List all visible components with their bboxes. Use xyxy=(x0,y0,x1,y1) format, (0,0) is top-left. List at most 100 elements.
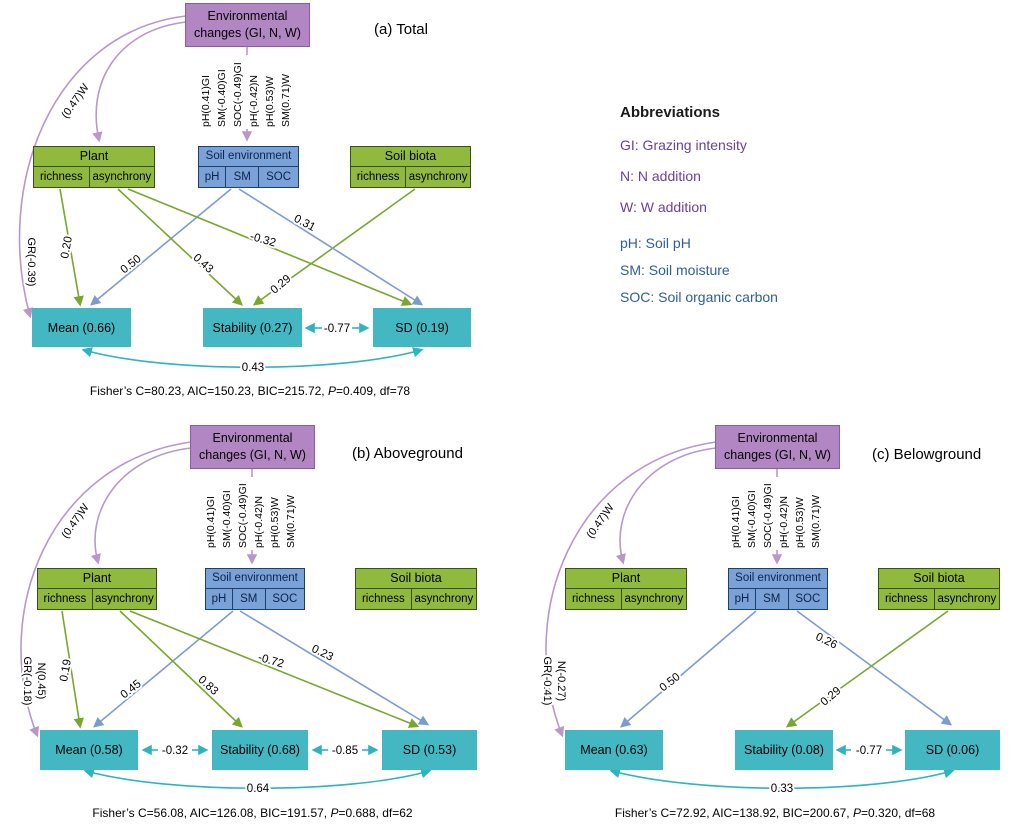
biota-asynchrony-cell: asynchrony xyxy=(933,589,999,610)
fit-statistics: Fisher’s C=56.08, AIC=126.08, BIC=191.57… xyxy=(30,806,475,820)
coef-soil-sd: 0.26 xyxy=(814,631,839,652)
env-plant-coef: (0.47)W xyxy=(59,81,92,120)
coef-biota-stability: 0.29 xyxy=(269,273,294,297)
arrow-richness-to-mean xyxy=(59,188,84,307)
arrow-soil-to-sd xyxy=(239,610,430,726)
env-plant-coef: (0.47)W xyxy=(59,501,92,540)
env-soil-path-label: pH(0.41)GI xyxy=(205,496,217,548)
env-soil-path-label: pH(-0.42)N xyxy=(778,496,790,548)
panel-title: (a) Total xyxy=(374,21,428,38)
soil-soc-cell: SOC xyxy=(787,589,827,610)
abbr-ph: pH: Soil pH xyxy=(620,235,691,251)
arrow-soil-to-sd xyxy=(796,610,953,726)
stability-box: Stability (0.08) xyxy=(735,730,833,770)
soil-environment-box: Soil environment pH SM SOC xyxy=(205,568,305,610)
coef-asynchrony-sd: -0.32 xyxy=(249,231,278,250)
env-soil-path-label: pH(-0.42)N xyxy=(248,75,260,127)
soil-ph-cell: pH xyxy=(734,593,750,605)
soil-environment-title: Soil environment xyxy=(206,569,304,589)
abbr-n: N: N addition xyxy=(620,168,701,184)
soil-biota-box: Soil biota richness asynchrony xyxy=(350,146,471,188)
plant-richness-cell: richness xyxy=(571,593,615,605)
env-soil-path-label: SM(-0.40)GI xyxy=(216,69,228,127)
sd-box: SD (0.53) xyxy=(382,730,477,770)
arrow-env-to-mean xyxy=(20,441,192,738)
biota-richness-cell: richness xyxy=(884,593,928,605)
abbr-soc: SOC: Soil organic carbon xyxy=(620,289,778,305)
biota-asynchrony-cell: asynchrony xyxy=(405,167,470,188)
fit-statistics: Fisher’s C=72.92, AIC=138.92, BIC=200.67… xyxy=(550,806,1000,820)
soil-environment-title: Soil environment xyxy=(199,147,298,167)
coef-stability-sd: -0.77 xyxy=(856,745,882,757)
env-soil-path-label: pH(0.53)W xyxy=(794,497,806,548)
abbr-w: W: W addition xyxy=(620,199,707,215)
arrow-asynchrony-to-sd xyxy=(127,188,413,306)
arrow-soil-to-sd xyxy=(238,188,424,306)
soil-sm-cell: SM xyxy=(231,589,265,610)
soil-sm-cell: SM xyxy=(754,589,788,610)
arrow-soil-to-mean xyxy=(89,188,232,306)
abbr-sm: SM: Soil moisture xyxy=(620,262,730,278)
fit-statistics-text: Fisher’s C=72.92, AIC=138.92, BIC=200.67… xyxy=(614,806,853,820)
coef-mean-sd: 0.43 xyxy=(242,362,264,374)
coef-mean-stability: -0.32 xyxy=(162,745,188,757)
plant-richness-cell: richness xyxy=(39,171,83,183)
env-mean-coef-line2: GR(-0.18) xyxy=(21,657,33,706)
env-mean-coef-line1: N(0.45) xyxy=(35,663,47,700)
coef-soil-mean: 0.50 xyxy=(658,671,683,694)
env-mean-coef-line2: GR(-0.41) xyxy=(541,657,553,706)
coef-mean-sd: 0.64 xyxy=(247,783,270,795)
arrow-env-to-plant xyxy=(615,447,717,565)
panel-total: pH(0.41)GI SM(-0.40)GI SOC(-0.49)GI pH(-… xyxy=(0,0,505,400)
plant-box: Plant richness asynchrony xyxy=(565,568,687,610)
arrow-biota-to-stability xyxy=(785,610,949,728)
arrow-env-to-mean xyxy=(545,441,717,738)
env-plant-coef: (0.47)W xyxy=(584,501,617,540)
soil-biota-title: Soil biota xyxy=(351,147,470,167)
fit-statistics-tail: =0.688, df=62 xyxy=(338,806,413,820)
fit-statistics-tail: =0.409, df=78 xyxy=(335,384,411,398)
abbr-gi: GI: Grazing intensity xyxy=(620,137,747,153)
fit-statistics-text: Fisher’s C=80.23, AIC=150.23, BIC=215.72… xyxy=(89,384,328,398)
mean-box: Mean (0.63) xyxy=(565,730,663,770)
panel-title: (c) Belowground xyxy=(872,446,982,463)
arrow-env-to-mean xyxy=(18,15,187,319)
fit-statistics-text: Fisher’s C=56.08, AIC=126.08, BIC=191.57… xyxy=(92,806,331,820)
arrow-env-to-plant xyxy=(90,447,192,565)
abbreviations-title: Abbreviations xyxy=(620,104,721,121)
coef-soil-mean: 0.45 xyxy=(119,678,144,701)
env-changes-line1: Environmental xyxy=(737,431,818,446)
coef-richness-mean: 0.19 xyxy=(58,658,74,682)
soil-environment-box: Soil environment pH SM SOC xyxy=(198,146,299,188)
plant-box-title: Plant xyxy=(566,569,686,589)
plant-box-title: Plant xyxy=(38,569,156,589)
soil-ph-cell: pH xyxy=(211,593,227,605)
env-changes-line2: changes (GI, N, W) xyxy=(194,26,301,40)
panel-total-arrows: pH(0.41)GI SM(-0.40)GI SOC(-0.49)GI pH(-… xyxy=(18,15,424,376)
env-soil-path-label: pH(0.41)GI xyxy=(730,496,742,548)
soil-soc-cell: SOC xyxy=(264,589,304,610)
abbreviations-legend: Abbreviations GI: Grazing intensity N: N… xyxy=(620,104,930,316)
arrow-asynchrony-to-stability xyxy=(119,610,243,728)
biota-asynchrony-cell: asynchrony xyxy=(410,589,476,610)
env-soil-path-label: pH(-0.42)N xyxy=(253,496,265,548)
panel-aboveground: pH(0.41)GI SM(-0.40)GI SOC(-0.49)GI pH(-… xyxy=(0,400,505,828)
env-changes-line1: Environmental xyxy=(212,431,293,446)
env-soil-path-label: SOC(-0.49)GI xyxy=(237,483,249,548)
env-soil-path-label: pH(0.53)W xyxy=(269,497,281,548)
plant-box: Plant richness asynchrony xyxy=(37,568,157,610)
env-soil-path-label: SOC(-0.49)GI xyxy=(762,483,774,548)
env-soil-path-label: SM(0.71)W xyxy=(810,495,822,548)
arrow-env-to-plant xyxy=(92,21,187,143)
env-changes-box: Environmental changes (GI, N, W) xyxy=(190,425,315,469)
soil-biota-box: Soil biota richness asynchrony xyxy=(355,568,477,610)
soil-environment-title: Soil environment xyxy=(729,569,827,589)
coef-stability-sd: -0.85 xyxy=(332,745,358,757)
fit-statistics-p: P xyxy=(330,806,339,820)
plant-box-title: Plant xyxy=(34,147,154,167)
plant-asynchrony-cell: asynchrony xyxy=(620,589,686,610)
panel-belowground: pH(0.41)GI SM(-0.40)GI SOC(-0.49)GI pH(-… xyxy=(500,400,1010,828)
arrow-soil-to-mean xyxy=(93,610,234,728)
env-soil-path-label: pH(0.41)GI xyxy=(200,75,212,127)
